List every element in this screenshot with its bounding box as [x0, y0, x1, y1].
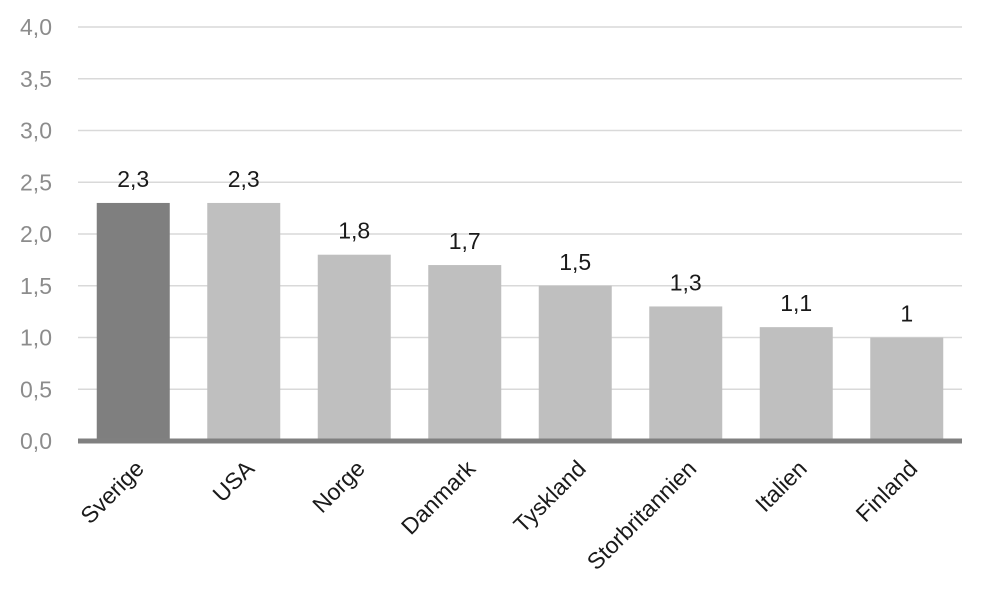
data-label: 2,3: [117, 166, 149, 192]
x-tick-label: Tyskland: [508, 455, 591, 538]
data-label: 1: [900, 301, 913, 327]
y-tick-label: 2,0: [20, 221, 52, 247]
y-tick-label: 2,5: [20, 169, 52, 195]
y-tick-label: 4,0: [20, 14, 52, 40]
bar: [96, 202, 170, 441]
bar: [317, 254, 391, 441]
y-tick-label: 0,5: [20, 376, 52, 402]
bar: [207, 202, 281, 441]
y-tick-label: 1,0: [20, 325, 52, 351]
data-label: 2,3: [228, 166, 260, 192]
bar: [649, 306, 723, 441]
x-tick-label: Sverige: [75, 455, 149, 529]
y-tick-label: 3,0: [20, 118, 52, 144]
y-axis-ticks: 0,0 0,5 1,0 1,5 2,0 2,5 3,0 3,5 4,0: [20, 14, 52, 454]
data-label: 1,8: [338, 218, 370, 244]
data-label: 1,7: [449, 228, 481, 254]
y-tick-label: 3,5: [20, 66, 52, 92]
bar: [428, 265, 502, 441]
x-axis-ticks: Sverige USA Norge Danmark TysklandStorbritan…: [75, 455, 922, 575]
x-tick-label: Storbritannien: [582, 455, 702, 575]
data-label: 1,3: [670, 269, 702, 295]
data-label: 1,1: [780, 290, 812, 316]
bars: [96, 202, 944, 441]
y-tick-label: 1,5: [20, 273, 52, 299]
y-tick-label: 0,0: [20, 428, 52, 454]
x-tick-label: USA: [207, 455, 259, 507]
bar: [870, 337, 944, 441]
bar: [759, 327, 833, 441]
x-tick-label: Finland: [851, 455, 923, 527]
x-tick-label: Norge: [307, 455, 370, 518]
data-labels: 2,3 2,3 1,8 1,7 1,5 1,3 1,1 1: [117, 166, 913, 327]
bar: [538, 285, 612, 441]
x-tick-label: Italien: [750, 455, 812, 517]
x-tick-label: Danmark: [396, 455, 481, 540]
data-label: 1,5: [559, 249, 591, 275]
